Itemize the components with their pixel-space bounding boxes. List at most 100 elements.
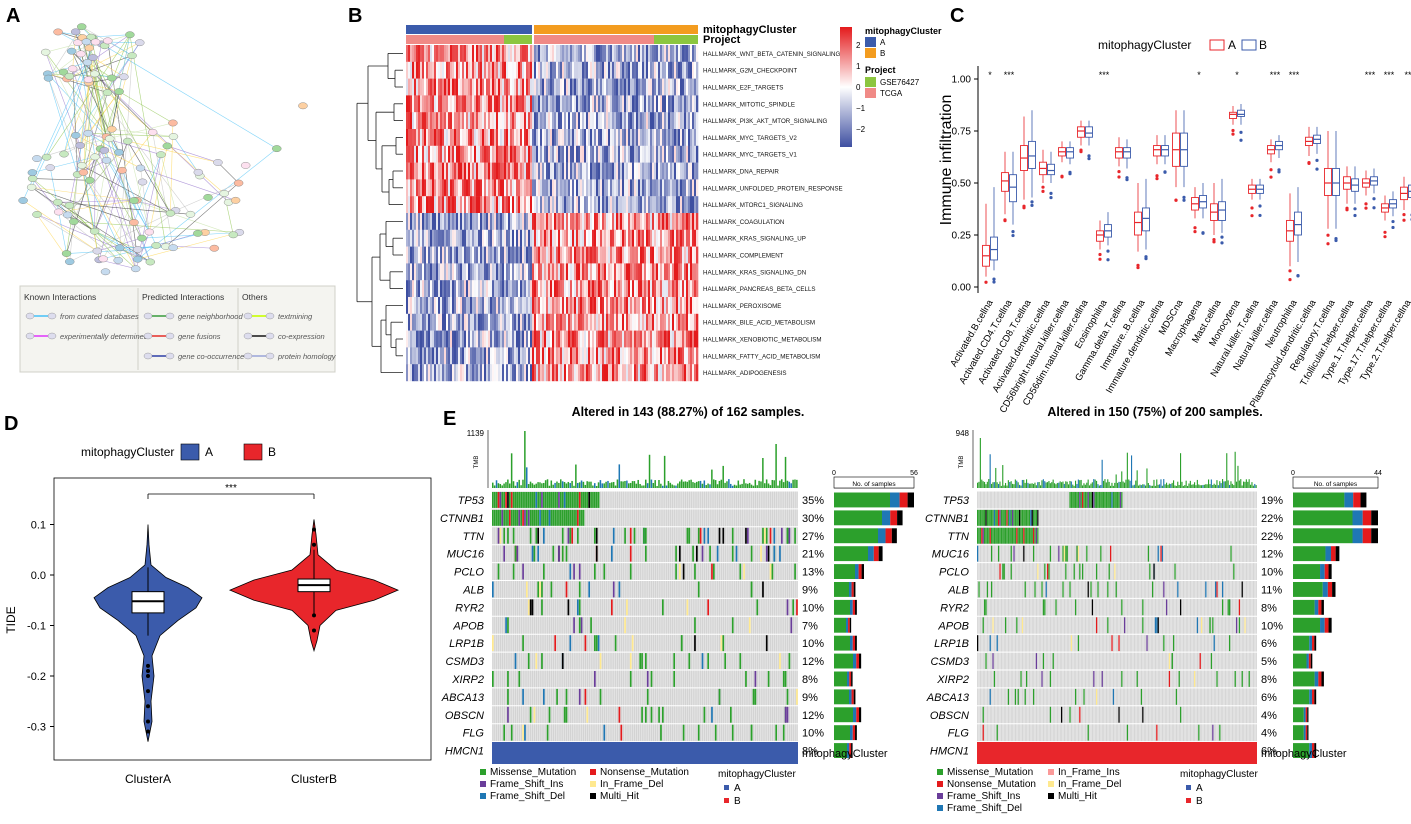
heatmap-cell	[604, 196, 606, 213]
mutation-cell	[498, 510, 500, 526]
tmb-bar	[1242, 485, 1243, 488]
heatmap-cell	[490, 331, 492, 348]
tmb-bar	[1149, 485, 1150, 488]
mutation-cell	[537, 582, 539, 598]
network-node	[133, 246, 142, 252]
mutation-cell	[530, 599, 532, 615]
heatmap-cell	[568, 62, 570, 79]
heatmap-cell	[458, 196, 460, 213]
heatmap-cell	[574, 331, 576, 348]
heatmap-cell	[450, 280, 452, 297]
tmb-bar	[645, 480, 647, 488]
heatmap-cell	[686, 163, 688, 180]
heatmap-cell	[674, 263, 676, 280]
heatmap-cell	[616, 129, 618, 146]
heatmap-cell	[528, 247, 530, 264]
count-bar-nonsense	[856, 707, 859, 722]
count-bar-nonsense	[856, 654, 859, 669]
tmb-bar	[1251, 482, 1252, 488]
gene-pct: 10%	[802, 638, 824, 650]
heatmap-cell	[450, 263, 452, 280]
network-edge	[48, 78, 83, 172]
heatmap-cell	[508, 263, 510, 280]
heatmap-cell	[452, 347, 454, 364]
heatmap-cell	[432, 45, 434, 62]
mutation-cell	[789, 653, 791, 669]
heatmap-cell	[536, 163, 538, 180]
heatmap-cell	[458, 314, 460, 331]
heatmap-cell	[468, 364, 470, 381]
violin-legend-b-swatch	[244, 444, 262, 460]
heatmap-cell	[478, 263, 480, 280]
mutation-cell	[568, 492, 570, 508]
network-node	[44, 75, 53, 81]
heatmap-cell	[488, 263, 490, 280]
network-edge	[73, 69, 78, 175]
heatmap-cell	[546, 196, 548, 213]
heatmap-cell	[518, 62, 520, 79]
heatmap-cell	[526, 297, 528, 314]
heatmap-cell	[692, 45, 694, 62]
tmb-bar	[511, 453, 513, 488]
heatmap-cell	[584, 196, 586, 213]
heatmap-cell	[530, 45, 532, 62]
heatmap-cell	[654, 95, 656, 112]
heatmap-cell	[684, 331, 686, 348]
heatmap-cell	[412, 364, 414, 381]
mutation-cell	[730, 707, 732, 723]
heatmap-cell	[536, 280, 538, 297]
mutation-cell	[543, 492, 545, 508]
cluster-legend-a-label: A	[734, 783, 741, 794]
tmb-bar	[1130, 481, 1131, 488]
mutation-cell	[507, 617, 509, 633]
tmb-bar	[539, 482, 541, 488]
tmb-bar	[785, 457, 787, 488]
count-bar-missense	[834, 618, 846, 633]
heatmap-cell	[442, 196, 444, 213]
heatmap-cell	[680, 62, 682, 79]
heatmap-cell	[498, 62, 500, 79]
heatmap-cell	[530, 79, 532, 96]
heatmap-cell	[662, 331, 664, 348]
heatmap-cell	[486, 314, 488, 331]
mutation-cell	[500, 528, 502, 544]
tmb-bar	[999, 482, 1000, 488]
heatmap-cell	[646, 179, 648, 196]
heatmap-cell	[622, 79, 624, 96]
tmb-bar	[492, 483, 494, 488]
mutation-cell	[675, 546, 677, 562]
heatmap-cell	[628, 331, 630, 348]
heatmap-row-label: HALLMARK_UNFOLDED_PROTEIN_RESPONSE	[703, 185, 843, 192]
network-edge	[173, 137, 198, 173]
heatmap-cell	[518, 213, 520, 230]
mutation-cell	[787, 707, 789, 723]
heatmap-cell	[640, 112, 642, 129]
heatmap-cell	[610, 79, 612, 96]
heatmap-cell	[572, 314, 574, 331]
heatmap-cell	[538, 347, 540, 364]
mutation-cell	[517, 546, 519, 562]
heatmap-cell	[688, 280, 690, 297]
mutation-cell	[773, 546, 775, 562]
heatmap-cell	[508, 45, 510, 62]
heatmap-cell	[626, 263, 628, 280]
box-y-tick-label: 1.00	[952, 75, 972, 86]
heatmap-cell	[492, 364, 494, 381]
heatmap-cell	[570, 112, 572, 129]
heatmap-cell	[668, 146, 670, 163]
mutation-cell	[513, 528, 515, 544]
heatmap-cell	[674, 163, 676, 180]
heatmap-cell	[512, 163, 514, 180]
heatmap-cell	[450, 247, 452, 264]
heatmap-cell	[570, 314, 572, 331]
tmb-bar	[632, 481, 634, 488]
heatmap-cell	[670, 263, 672, 280]
heatmap-cell	[514, 179, 516, 196]
heatmap-cell	[488, 129, 490, 146]
mutation-cell	[662, 599, 664, 615]
network-node	[241, 162, 250, 168]
heatmap-cell	[656, 230, 658, 247]
heatmap-cell	[500, 62, 502, 79]
heatmap-cell	[548, 263, 550, 280]
heatmap-cell	[688, 45, 690, 62]
